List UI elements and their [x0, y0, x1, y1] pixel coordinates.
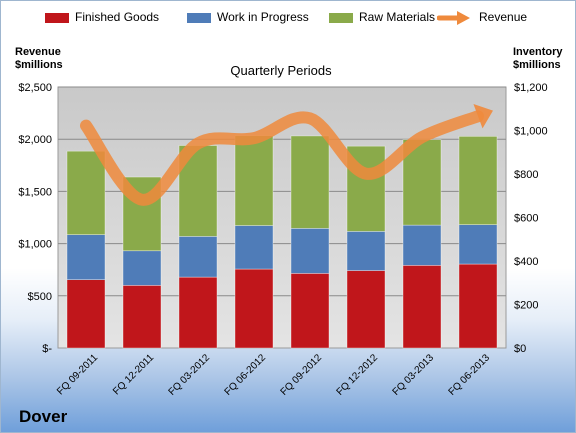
legend-label: Revenue [479, 10, 528, 24]
revenue-line [80, 110, 484, 206]
right-tick-label: $1,200 [514, 82, 548, 94]
company-name: Dover [19, 407, 68, 426]
category-label: FQ 03-2012 [167, 352, 213, 398]
legend-label: Raw Materials [359, 10, 436, 24]
left-tick-label: $500 [28, 291, 52, 303]
bar-raw-materials [290, 135, 330, 229]
category-label: FQ 12-2012 [335, 352, 381, 398]
right-axis-title-line1: Inventory [513, 46, 563, 58]
bar-finished-goods [122, 285, 162, 349]
right-tick-label: $0 [514, 343, 526, 355]
bar-finished-goods [458, 263, 498, 349]
legend-swatch [329, 13, 353, 23]
right-tick-label: $200 [514, 300, 538, 312]
left-tick-label: $- [42, 343, 52, 355]
category-label: FQ 12-2011 [111, 352, 156, 397]
bar-raw-materials [458, 136, 498, 225]
bar-work-in-progress [178, 236, 218, 278]
bar-finished-goods [402, 265, 442, 349]
legend-swatch [45, 13, 69, 23]
chart-subtitle: Quarterly Periods [230, 63, 332, 78]
bar-work-in-progress [234, 225, 274, 270]
bar-finished-goods [234, 268, 274, 349]
bar-work-in-progress [402, 224, 442, 266]
revenue-arrowhead [473, 104, 493, 129]
left-axis-title: Revenue $millions [15, 46, 63, 72]
left-axis-title-line2: $millions [15, 59, 63, 71]
bar-work-in-progress [346, 231, 386, 271]
right-axis-title-line2: $millions [513, 59, 561, 71]
left-tick-label: $2,000 [18, 134, 52, 146]
right-tick-label: $800 [514, 169, 538, 181]
left-tick-label: $1,000 [18, 239, 52, 251]
category-label: FQ 06-2012 [223, 352, 269, 398]
bar-raw-materials [66, 150, 106, 235]
bar-work-in-progress [122, 250, 162, 286]
legend-label: Finished Goods [75, 10, 160, 24]
bar-work-in-progress [458, 224, 498, 265]
left-tick-label: $1,500 [18, 186, 52, 198]
category-label: FQ 09-2011 [55, 352, 100, 397]
bar-finished-goods [178, 276, 218, 349]
left-axis-title-line1: Revenue [15, 46, 61, 58]
bar-work-in-progress [66, 234, 106, 281]
bar-finished-goods [346, 270, 386, 349]
left-tick-label: $2,500 [18, 82, 52, 94]
category-label: FQ 06-2013 [447, 352, 493, 398]
legend-label: Work in Progress [217, 10, 309, 24]
category-label: FQ 09-2012 [279, 352, 325, 398]
bar-work-in-progress [290, 228, 330, 274]
right-tick-label: $600 [514, 213, 538, 225]
right-tick-label: $1,000 [514, 126, 548, 138]
legend-swatch [187, 13, 211, 23]
legend-arrow-icon [437, 11, 470, 25]
category-label: FQ 03-2013 [391, 352, 437, 398]
right-axis-title: Inventory $millions [513, 46, 563, 72]
bar-finished-goods [290, 273, 330, 349]
bar-finished-goods [66, 279, 106, 349]
right-tick-label: $400 [514, 256, 538, 268]
bar-raw-materials [234, 135, 274, 226]
